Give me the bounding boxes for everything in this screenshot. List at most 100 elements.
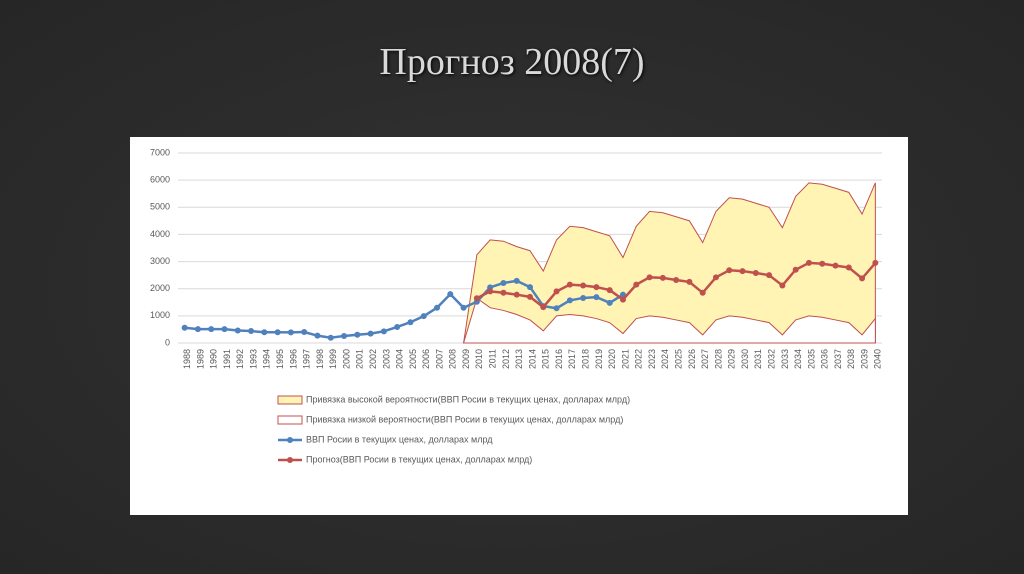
- x-tick-label: 2000: [341, 349, 351, 369]
- line: [184, 279, 624, 339]
- legend-label: Привязка высокой вероятности(ВВП Росии в…: [306, 394, 630, 404]
- x-tick-label: 1991: [222, 349, 232, 369]
- x-tick-label: 2031: [753, 349, 763, 369]
- marker: [659, 274, 666, 281]
- y-tick-label: 2000: [150, 283, 170, 293]
- marker: [407, 319, 414, 326]
- x-tick-label: 2020: [607, 349, 617, 369]
- marker: [181, 324, 188, 331]
- x-tick-label: 1988: [182, 349, 192, 369]
- marker: [447, 291, 454, 298]
- x-tick-label: 2027: [700, 349, 710, 369]
- x-tick-label: 2013: [514, 349, 524, 369]
- x-tick-label: 1990: [209, 349, 219, 369]
- marker: [593, 284, 600, 291]
- y-tick-label: 5000: [150, 202, 170, 212]
- marker: [606, 299, 613, 306]
- marker: [341, 332, 348, 339]
- marker: [487, 288, 494, 295]
- marker: [540, 304, 547, 311]
- marker: [726, 267, 733, 274]
- x-tick-label: 2028: [713, 349, 723, 369]
- x-tick-label: 2017: [567, 349, 577, 369]
- marker: [221, 326, 228, 333]
- legend-label: Привязка низкой вероятности(ВВП Росии в …: [306, 414, 623, 424]
- y-tick-label: 6000: [150, 175, 170, 185]
- chart: 0 1000 2000 3000 4000 5000 6000 7000 1988 1989 199…: [150, 147, 883, 464]
- legend-swatch: [277, 415, 303, 425]
- marker: [606, 287, 613, 294]
- x-tick-label: 2005: [408, 349, 418, 369]
- marker: [513, 291, 520, 298]
- x-tick-label: 2035: [806, 349, 816, 369]
- x-tick-label: 1992: [235, 349, 245, 369]
- marker: [593, 294, 600, 301]
- marker: [566, 281, 573, 288]
- x-tick-label: 2012: [501, 349, 511, 369]
- marker: [434, 304, 441, 311]
- marker: [500, 280, 507, 287]
- x-tick-label: 2030: [740, 349, 750, 369]
- marker: [208, 326, 215, 333]
- marker: [553, 305, 560, 312]
- marker: [314, 332, 321, 339]
- marker: [646, 274, 653, 281]
- x-tick-label: 1997: [302, 349, 312, 369]
- marker: [566, 297, 573, 304]
- chart-panel: 0 1000 2000 3000 4000 5000 6000 7000 1988 1989 199…: [130, 137, 908, 515]
- x-tick-label: 2026: [687, 349, 697, 369]
- marker: [261, 329, 268, 336]
- marker: [460, 304, 467, 311]
- x-tick-label: 2032: [766, 349, 776, 369]
- marker: [779, 282, 786, 289]
- x-tick-label: 2033: [780, 349, 790, 369]
- x-tick-label: 2015: [541, 349, 551, 369]
- marker: [500, 289, 507, 296]
- x-tick-label: 2034: [793, 349, 803, 369]
- y-tick-label: 3000: [150, 256, 170, 266]
- x-tick-label: 1998: [315, 349, 325, 369]
- marker: [739, 268, 746, 275]
- area: [462, 297, 876, 344]
- marker: [553, 288, 560, 295]
- marker: [527, 284, 533, 291]
- x-tick-label: 2021: [620, 349, 630, 369]
- marker: [752, 269, 759, 276]
- x-tick-label: 2014: [527, 349, 537, 369]
- marker: [380, 328, 387, 335]
- marker: [274, 329, 281, 336]
- x-tick-label: 1999: [328, 349, 338, 369]
- legend-marker: [287, 437, 293, 443]
- x-tick-label: 2040: [873, 349, 883, 369]
- x-tick-label: 2024: [660, 349, 670, 369]
- marker: [859, 275, 866, 282]
- x-tick-label: 2004: [395, 349, 405, 369]
- marker: [194, 326, 201, 333]
- x-tick-label: 2007: [434, 349, 444, 369]
- x-tick-label: 2006: [421, 349, 431, 369]
- x-tick-label: 2016: [554, 349, 564, 369]
- x-tick-label: 2036: [820, 349, 830, 369]
- x-tick-label: 2038: [846, 349, 856, 369]
- marker: [619, 296, 626, 303]
- marker: [845, 264, 852, 271]
- x-tick-label: 2018: [581, 349, 591, 369]
- marker: [832, 262, 839, 269]
- marker: [872, 259, 879, 266]
- x-tick-label: 2003: [381, 349, 391, 369]
- marker: [354, 331, 361, 338]
- x-tick-label: 2002: [368, 349, 378, 369]
- x-tick-label: 2025: [673, 349, 683, 369]
- marker: [473, 295, 480, 302]
- marker: [301, 329, 308, 336]
- x-tick-label: 2001: [355, 349, 365, 369]
- x-tick-label: 1994: [262, 349, 272, 369]
- y-tick-label: 1000: [150, 310, 170, 320]
- x-tick-label: 2011: [488, 349, 498, 368]
- x-tick-label: 1995: [275, 349, 285, 369]
- x-tick-label: 2037: [833, 349, 843, 369]
- x-tick-label: 2023: [647, 349, 657, 369]
- marker: [513, 277, 520, 284]
- marker: [248, 328, 255, 335]
- x-tick-label: 2019: [594, 349, 604, 369]
